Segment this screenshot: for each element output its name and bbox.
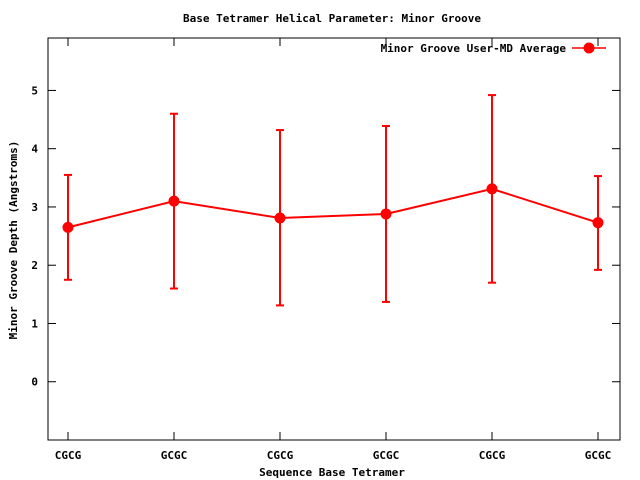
y-tick-label: 2 xyxy=(31,259,38,272)
data-point xyxy=(380,208,392,220)
y-tick-label: 3 xyxy=(31,201,38,214)
legend-label: Minor Groove User-MD Average xyxy=(381,42,567,55)
y-tick-label: 5 xyxy=(31,84,38,97)
x-tick-label: CGCG xyxy=(267,449,294,462)
series-line xyxy=(67,187,599,229)
y-axis: 0 1 2 3 4 5 xyxy=(31,84,620,389)
x-tick-label: GCGC xyxy=(585,449,612,462)
x-tick-label: GCGC xyxy=(373,449,400,462)
y-axis-label: Minor Groove Depth (Angstroms) xyxy=(7,141,20,340)
x-tick-label: CGCG xyxy=(55,449,82,462)
y-tick-label: 4 xyxy=(31,143,38,156)
x-tick-label: GCGC xyxy=(161,449,188,462)
y-tick-label: 1 xyxy=(31,317,38,330)
data-point xyxy=(62,221,74,233)
data-point xyxy=(274,212,286,224)
x-axis: CGCG GCGC CGCG GCGC CGCG GCGC xyxy=(55,38,612,462)
data-point xyxy=(486,183,498,195)
data-point xyxy=(168,195,180,207)
x-tick-label: CGCG xyxy=(479,449,506,462)
y-tick-label: 0 xyxy=(31,376,38,389)
series-layer xyxy=(62,94,604,307)
plot-frame xyxy=(47,37,621,441)
legend: Minor Groove User-MD Average xyxy=(381,42,606,55)
data-point xyxy=(592,217,604,229)
legend-marker-swatch xyxy=(583,42,595,54)
chart-title: Base Tetramer Helical Parameter: Minor G… xyxy=(183,12,481,25)
x-axis-label: Sequence Base Tetramer xyxy=(259,466,405,479)
